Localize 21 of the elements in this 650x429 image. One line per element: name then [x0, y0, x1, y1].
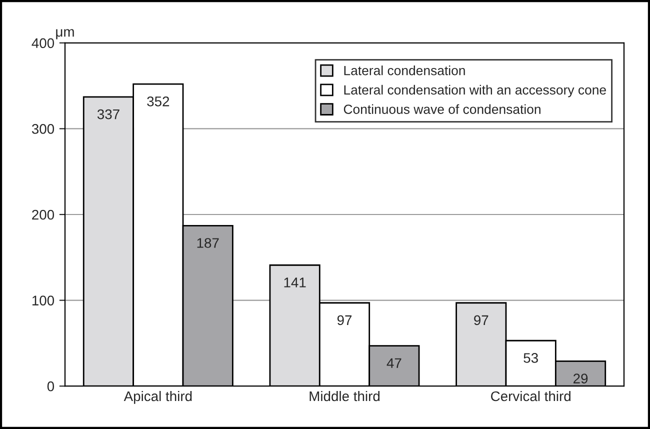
y-tick-label: 400: [32, 38, 54, 48]
x-tick-label: Middle third: [310, 390, 380, 402]
y-tick-label: 100: [32, 296, 54, 306]
legend-label: Lateral condensation: [344, 66, 465, 76]
legend-label: Lateral condensation with an accessory cone: [344, 84, 606, 98]
data-label: 337: [97, 109, 120, 120]
data-label: 47: [386, 358, 402, 368]
y-tick-label: 300: [32, 124, 54, 134]
data-label: 29: [573, 374, 588, 384]
x-tick-label: Cervical third: [491, 390, 570, 402]
y-axis-title: μm: [56, 29, 74, 40]
data-label: 352: [147, 96, 170, 106]
x-tick-label: Apical third: [124, 390, 192, 404]
y-tick-label: 0: [47, 381, 54, 392]
data-label: 141: [284, 278, 306, 288]
data-label: 53: [524, 353, 538, 363]
data-label: 187: [197, 238, 219, 248]
data-label: 97: [474, 315, 488, 326]
data-label: 97: [337, 315, 352, 326]
legend-label: Continuous wave of condensation: [344, 104, 540, 114]
y-tick-label: 200: [32, 210, 54, 220]
